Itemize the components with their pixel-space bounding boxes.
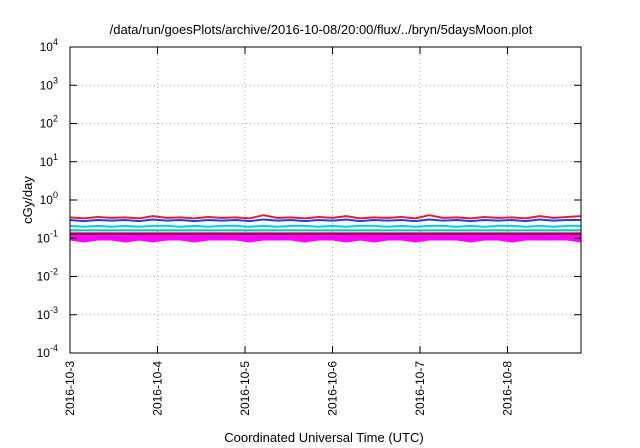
x-tick-label: 2016-10-5 — [238, 361, 252, 416]
x-tick-label: 2016-10-7 — [413, 361, 427, 416]
y-tick-label: 10-2 — [37, 267, 58, 284]
y-tick-label: 10-1 — [37, 228, 58, 245]
grid-lines — [70, 47, 581, 353]
y-tick-label: 103 — [40, 75, 58, 92]
x-tick-label: 2016-10-3 — [63, 361, 77, 416]
series-line — [69, 224, 581, 228]
x-tick-label: 2016-10-6 — [326, 361, 340, 416]
y-axis-label: cGy/day — [20, 176, 35, 224]
y-tick-label: 100 — [40, 190, 58, 207]
y-tick-label: 10-3 — [37, 305, 58, 322]
x-axis: 2016-10-3 2016-10-4 2016-10-5 2016-10-6 2016… — [63, 47, 515, 416]
y-tick-label: 102 — [40, 114, 58, 131]
y-tick-label: 104 — [40, 37, 58, 54]
y-axis: 10-4 10-3 10-2 10-1 100 101 102 103 104 — [37, 37, 581, 360]
series-line — [69, 218, 581, 223]
series-layer — [69, 214, 582, 243]
y-tick-label: 101 — [40, 152, 58, 169]
chart-title: /data/run/goesPlots/archive/2016-10-08/2… — [110, 22, 533, 37]
x-tick-label: 2016-10-8 — [501, 361, 515, 416]
x-tick-label: 2016-10-4 — [151, 361, 165, 416]
y-tick-label: 10-4 — [37, 343, 58, 360]
series-line — [69, 214, 582, 220]
x-axis-label: Coordinated Universal Time (UTC) — [224, 430, 423, 445]
